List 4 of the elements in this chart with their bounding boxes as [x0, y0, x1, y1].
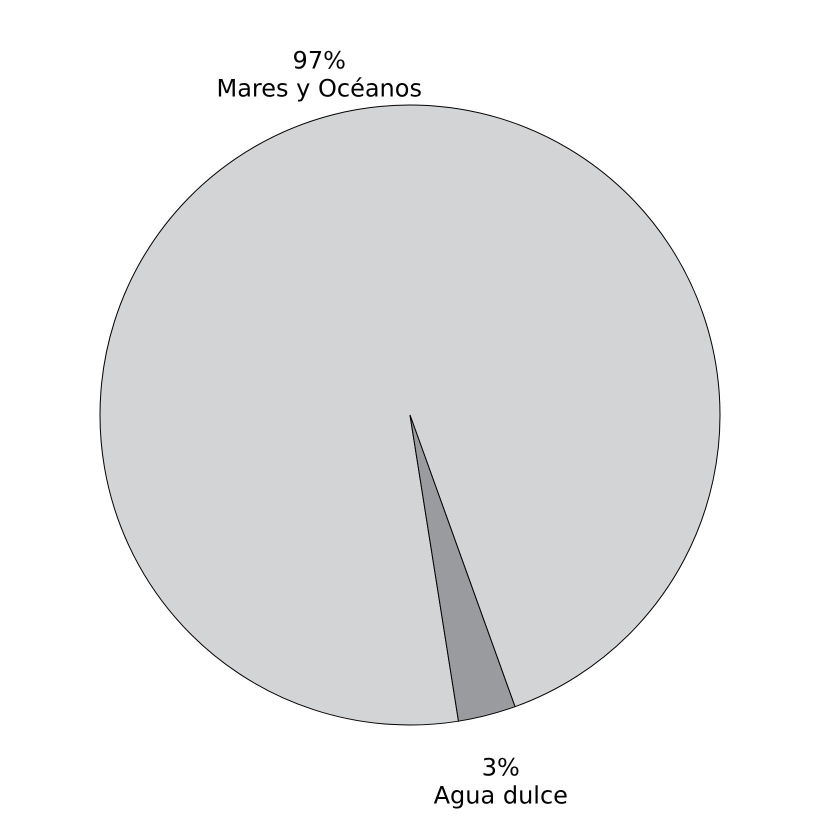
slice-label: Mares y Océanos [216, 74, 422, 102]
data-label: 3% [482, 754, 520, 782]
slice-label: Agua dulce [434, 782, 568, 810]
data-label: 97% [292, 46, 346, 74]
